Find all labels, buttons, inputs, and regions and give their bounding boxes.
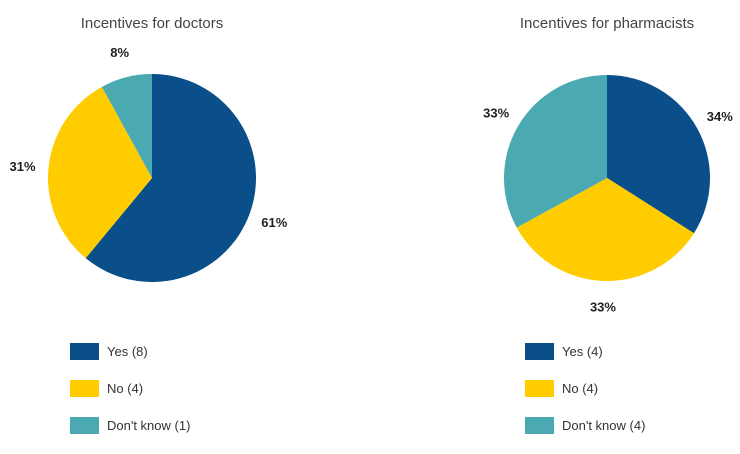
data-label: 33% — [590, 300, 616, 315]
pie-chart-2: Incentives for pharmacists 34% Yes (4) 33% N… — [483, 15, 733, 434]
legend-label: Don't know (1) — [107, 418, 190, 433]
pie-slice-no — [47, 86, 152, 259]
pie-slice-no — [516, 178, 694, 281]
pie-slice-dont-know — [101, 74, 152, 178]
legend-label: No (4) — [107, 381, 143, 396]
data-label: 8% — [110, 45, 129, 60]
pie-slice-yes — [85, 74, 257, 282]
legend-swatch-yes — [525, 343, 554, 360]
legend-label: Yes (8) — [107, 344, 148, 359]
chart-title: Incentives for pharmacists — [520, 15, 694, 32]
legend-swatch-dont-know — [70, 417, 99, 434]
data-label: 61% — [261, 215, 287, 230]
data-label: 31% — [10, 159, 36, 174]
pie-chart-1: Incentives for doctors 61% Yes (8) 31% No (4… — [10, 15, 288, 434]
data-label: 34% — [707, 109, 733, 124]
legend-label: Yes (4) — [562, 344, 603, 359]
legend-label: No (4) — [562, 381, 598, 396]
pie-slice-yes — [607, 75, 710, 234]
data-label: 33% — [483, 105, 509, 120]
pie-slice-dont-know — [504, 75, 607, 228]
legend-swatch-dont-know — [525, 417, 554, 434]
chart-title: Incentives for doctors — [81, 15, 224, 32]
legend-swatch-yes — [70, 343, 99, 360]
legend-swatch-no — [525, 380, 554, 397]
legend-label: Don't know (4) — [562, 418, 645, 433]
legend-swatch-no — [70, 380, 99, 397]
